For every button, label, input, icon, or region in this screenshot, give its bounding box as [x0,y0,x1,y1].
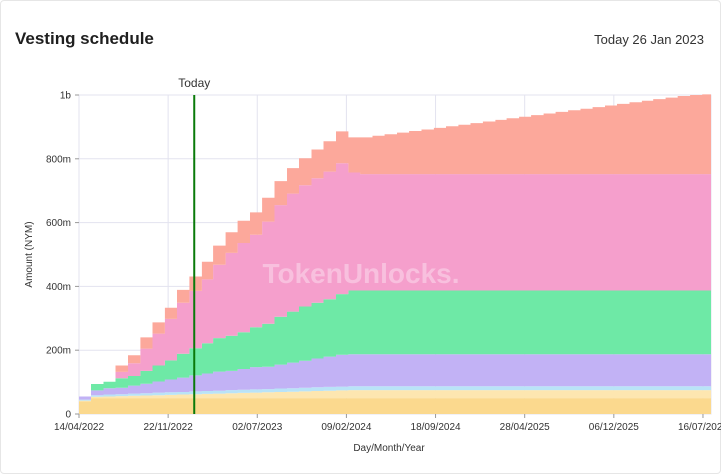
y-tick-label: 800m [46,154,71,165]
x-tick-label: 02/07/2023 [232,422,282,433]
area-series-6 [79,163,711,397]
x-tick-label: 18/09/2024 [411,422,461,433]
y-tick-label: 0 [65,410,71,421]
area-series-5 [79,290,711,397]
y-tick-label: 200m [46,346,71,357]
area-series-4 [79,354,711,400]
x-axis-title: Day/Month/Year [353,443,425,454]
x-tick-label: 09/02/2024 [321,422,371,433]
x-tick-label: 22/11/2022 [143,422,193,433]
y-tick-label: 600m [46,218,71,229]
y-tick-label: 1b [60,91,72,102]
card-title: Vesting schedule [15,29,154,48]
area-series-1 [79,398,711,414]
y-axis-title: Amount (NYM) [24,221,35,287]
today-marker-label: Today [178,76,210,90]
x-tick-label: 14/04/2022 [54,422,104,433]
x-tick-label: 06/12/2025 [589,422,639,433]
y-tick-label: 400m [46,282,71,293]
watermark-text: TokenUnlocks. [262,258,459,289]
area-series-3 [79,386,711,401]
today-date-label: Today 26 Jan 2023 [594,32,704,47]
area-series-7 [79,94,711,397]
area-series-2 [79,390,711,402]
x-tick-label: 28/04/2025 [500,422,550,433]
x-tick-label: 16/07/2026 [678,422,721,433]
